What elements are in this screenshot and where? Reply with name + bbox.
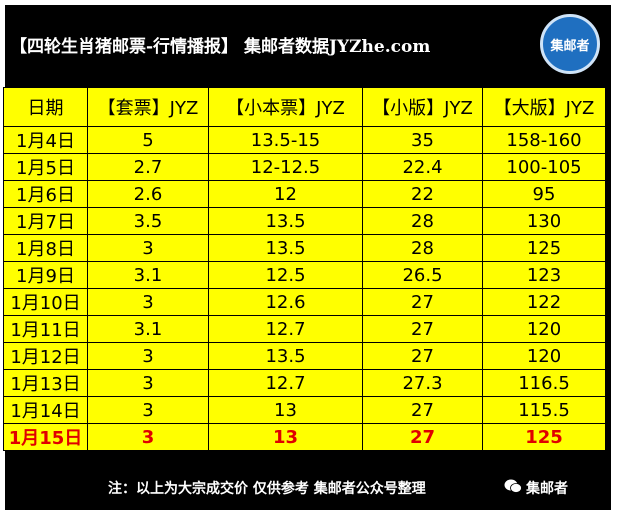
table-cell: 13.5 bbox=[208, 342, 363, 370]
table-cell: 2.7 bbox=[87, 153, 209, 181]
table-row: 1月10日 3 12.6 27 122 bbox=[3, 288, 606, 316]
wechat-icon bbox=[504, 479, 522, 493]
table-cell: 12.7 bbox=[208, 315, 363, 343]
table-row: 1月6日 2.6 12 22 95 bbox=[3, 180, 606, 208]
table-cell: 116.5 bbox=[482, 369, 606, 397]
table-cell: 3 bbox=[87, 423, 209, 451]
column-header: 日期 bbox=[3, 87, 88, 127]
table-cell: 125 bbox=[482, 423, 606, 451]
table-cell: 130 bbox=[482, 207, 606, 235]
table-cell: 3.1 bbox=[87, 261, 209, 289]
table-cell: 1月5日 bbox=[3, 153, 88, 181]
title: 【四轮生肖猪邮票-行情播报】 集邮者数据JYZhe.com bbox=[10, 37, 431, 57]
table-cell: 27 bbox=[362, 315, 483, 343]
table-row: 1月11日 3.1 12.7 27 120 bbox=[3, 315, 606, 343]
table-cell: 12.7 bbox=[208, 369, 363, 397]
table-row: 1月8日 3 13.5 28 125 bbox=[3, 234, 606, 262]
table-cell: 12.5 bbox=[208, 261, 363, 289]
footer-brand: 集邮者 bbox=[526, 481, 568, 497]
table-cell: 120 bbox=[482, 342, 606, 370]
table-cell: 1月6日 bbox=[3, 180, 88, 208]
table-cell: 100-105 bbox=[482, 153, 606, 181]
table-row: 1月9日 3.1 12.5 26.5 123 bbox=[3, 261, 606, 289]
price-table: 日期 【套票】JYZ 【小本票】JYZ 【小版】JYZ 【大版】JYZ 1月4日 5 13.5… bbox=[3, 87, 606, 451]
table-cell: 22.4 bbox=[362, 153, 483, 181]
table-cell: 95 bbox=[482, 180, 606, 208]
table-row: 1月15日 3 13 27 125 bbox=[3, 423, 606, 451]
table-cell: 1月10日 bbox=[3, 288, 88, 316]
table-row: 1月13日 3 12.7 27.3 116.5 bbox=[3, 369, 606, 397]
table-cell: 1月9日 bbox=[3, 261, 88, 289]
table-cell: 13 bbox=[208, 396, 363, 424]
table-cell: 12-12.5 bbox=[208, 153, 363, 181]
table-cell: 27 bbox=[362, 342, 483, 370]
table-cell: 1月15日 bbox=[3, 423, 88, 451]
table-cell: 123 bbox=[482, 261, 606, 289]
table-cell: 1月7日 bbox=[3, 207, 88, 235]
table-cell: 3.5 bbox=[87, 207, 209, 235]
table-cell: 13 bbox=[208, 423, 363, 451]
table-cell: 3 bbox=[87, 342, 209, 370]
table-cell: 1月11日 bbox=[3, 315, 88, 343]
table-cell: 27 bbox=[362, 396, 483, 424]
table-cell: 35 bbox=[362, 126, 483, 154]
table-cell: 27 bbox=[362, 288, 483, 316]
table-cell: 115.5 bbox=[482, 396, 606, 424]
table-cell: 1月14日 bbox=[3, 396, 88, 424]
table-cell: 3 bbox=[87, 369, 209, 397]
table-cell: 158-160 bbox=[482, 126, 606, 154]
column-header: 【小版】JYZ bbox=[362, 87, 483, 127]
table-cell: 3.1 bbox=[87, 315, 209, 343]
table-cell: 13.5-15 bbox=[208, 126, 363, 154]
table-cell: 12 bbox=[208, 180, 363, 208]
table-row: 1月7日 3.5 13.5 28 130 bbox=[3, 207, 606, 235]
table-cell: 125 bbox=[482, 234, 606, 262]
table-cell: 2.6 bbox=[87, 180, 209, 208]
table-cell: 27.3 bbox=[362, 369, 483, 397]
table-cell: 3 bbox=[87, 234, 209, 262]
table-row: 1月5日 2.7 12-12.5 22.4 100-105 bbox=[3, 153, 606, 181]
table-cell: 28 bbox=[362, 207, 483, 235]
column-header: 【小本票】JYZ bbox=[208, 87, 363, 127]
table-cell: 12.6 bbox=[208, 288, 363, 316]
table-row: 1月14日 3 13 27 115.5 bbox=[3, 396, 606, 424]
table-row: 1月12日 3 13.5 27 120 bbox=[3, 342, 606, 370]
table-cell: 22 bbox=[362, 180, 483, 208]
table-cell: 1月13日 bbox=[3, 369, 88, 397]
header-row: 日期 【套票】JYZ 【小本票】JYZ 【小版】JYZ 【大版】JYZ bbox=[3, 87, 606, 127]
table-cell: 13.5 bbox=[208, 234, 363, 262]
table-cell: 122 bbox=[482, 288, 606, 316]
table-row: 1月4日 5 13.5-15 35 158-160 bbox=[3, 126, 606, 154]
table-cell: 120 bbox=[482, 315, 606, 343]
table-cell: 5 bbox=[87, 126, 209, 154]
column-header: 【套票】JYZ bbox=[87, 87, 209, 127]
column-header: 【大版】JYZ bbox=[482, 87, 606, 127]
table-cell: 3 bbox=[87, 396, 209, 424]
footer-note: 注：以上为大宗成交价 仅供参考 集邮者公众号整理 bbox=[108, 481, 426, 497]
table-cell: 28 bbox=[362, 234, 483, 262]
table-cell: 13.5 bbox=[208, 207, 363, 235]
table-cell: 1月4日 bbox=[3, 126, 88, 154]
table-cell: 26.5 bbox=[362, 261, 483, 289]
table-cell: 3 bbox=[87, 288, 209, 316]
logo: 集邮者 bbox=[540, 14, 600, 74]
table-cell: 1月12日 bbox=[3, 342, 88, 370]
table-cell: 1月8日 bbox=[3, 234, 88, 262]
table-cell: 27 bbox=[362, 423, 483, 451]
